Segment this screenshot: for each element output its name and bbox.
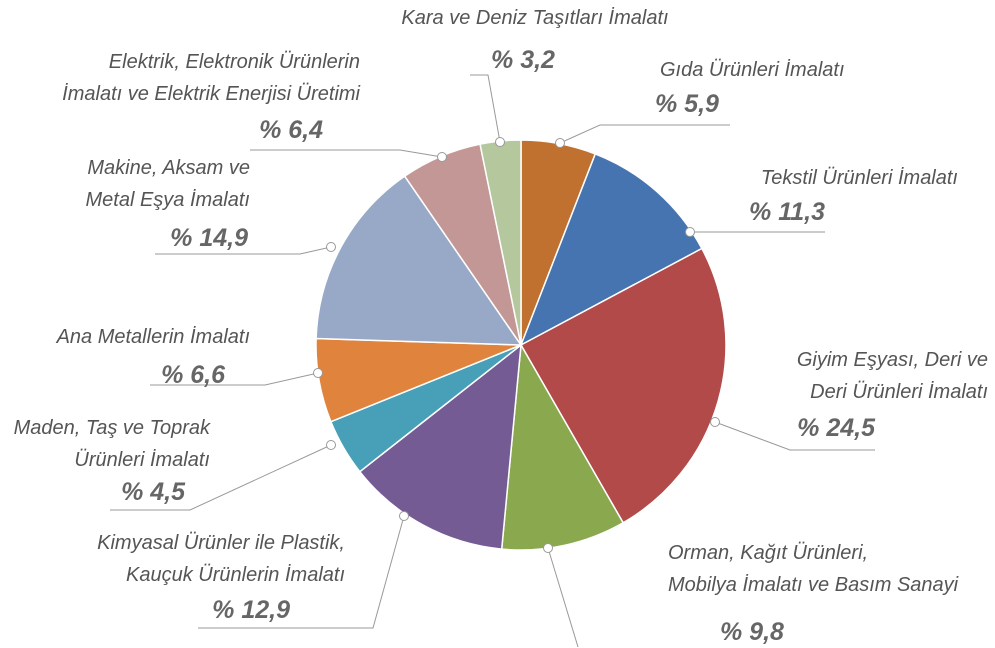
value-label: % 3,2 [491,46,555,74]
slice-label: Giyim Eşyası, Deri ve Deri Ürünleri İmal… [796,349,988,403]
leader-dot [495,137,505,147]
leader-line [150,372,319,386]
leader-line [110,444,332,511]
leader-dot [313,368,323,378]
slice-label: Kimyasal Ürünler ile Plastik, Kauçuk Ürü… [97,532,345,586]
value-label: % 6,6 [161,361,225,389]
value-label: % 14,9 [170,224,248,252]
leader-line [155,246,332,255]
slice-label: Orman, Kağıt Ürünleri, Mobilya İmalatı v… [668,542,959,596]
pie-slice [500,342,625,551]
slice-label: Maden, Taş ve Toprak Ürünleri İmalatı [13,417,210,471]
leader-dot [326,242,336,252]
leader-line [714,421,875,451]
slice-label: Kara ve Deniz Taşıtları İmalatı [401,7,669,29]
pie-slice [519,152,703,347]
slice-label: Gıda Ürünleri İmalatı [660,59,845,81]
leader-line [547,547,579,647]
leader-line [559,124,730,144]
value-label: % 5,9 [655,90,719,118]
pie-slice [315,175,523,346]
leader-dot [555,138,565,148]
leader-line [250,149,443,158]
leader-line [198,515,405,629]
leader-line [470,74,501,143]
value-label: % 24,5 [797,414,875,442]
slice-label: Makine, Aksam ve Metal Eşya İmalatı [85,157,250,211]
value-label: % 6,4 [259,116,323,144]
pie-slice [519,247,727,524]
leader-dot [685,227,695,237]
slice-label: Tekstil Ürünleri İmalatı [760,167,958,189]
leader-dot [543,543,553,553]
leader-dot [399,511,409,521]
leader-dot [326,440,336,450]
slice-label: Elektrik, Elektronik Ürünlerin İmalatı v… [62,51,360,105]
slice-label: Ana Metallerin İmalatı [56,326,250,348]
value-label: % 4,5 [121,478,185,506]
leader-dot [710,417,720,427]
value-label: % 9,8 [720,618,784,646]
pie-slice [358,343,522,550]
value-label: % 11,3 [749,198,825,226]
leader-dot [437,152,447,162]
value-label: % 12,9 [212,596,290,624]
